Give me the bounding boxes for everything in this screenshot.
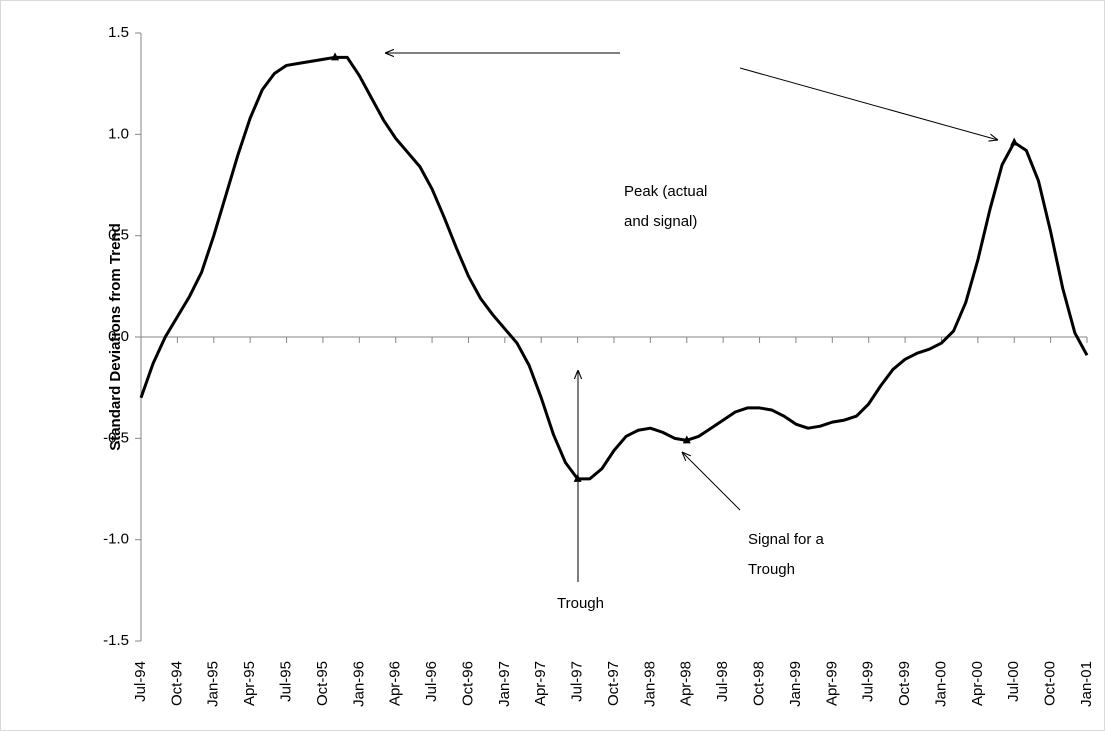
x-tick-label: Jan-01 xyxy=(1078,661,1095,707)
x-tick-label: Jan-96 xyxy=(350,661,367,707)
x-tick-label: Jul-00 xyxy=(1005,661,1022,702)
x-tick-label: Apr-00 xyxy=(969,661,986,706)
annotation-text: Trough xyxy=(748,561,795,578)
x-tick-label: Oct-94 xyxy=(168,661,185,706)
y-tick-label: -1.0 xyxy=(103,531,129,548)
x-tick-label: Jan-00 xyxy=(932,661,949,707)
y-tick-label: 1.0 xyxy=(108,125,129,142)
point-marker xyxy=(573,473,582,482)
annotation-text: Trough xyxy=(557,595,604,612)
x-tick-label: Jan-97 xyxy=(496,661,513,707)
x-tick-label: Apr-98 xyxy=(678,661,695,706)
x-tick-label: Apr-99 xyxy=(823,661,840,706)
x-tick-label: Jul-97 xyxy=(569,661,586,702)
annotation-text: and signal) xyxy=(624,213,697,230)
x-tick-label: Apr-97 xyxy=(532,661,549,706)
y-tick-label: 1.5 xyxy=(108,24,129,41)
annotation-arrow xyxy=(739,67,998,140)
x-tick-label: Jan-98 xyxy=(641,661,658,707)
x-tick-label: Jul-95 xyxy=(278,661,295,702)
x-tick-label: Jul-98 xyxy=(714,661,731,702)
x-tick-label: Oct-95 xyxy=(314,661,331,706)
x-tick-label: Jul-99 xyxy=(860,661,877,702)
annotation-arrow xyxy=(682,452,741,511)
point-marker xyxy=(682,435,691,444)
x-tick-label: Oct-98 xyxy=(751,661,768,706)
y-tick-label: 0.0 xyxy=(108,328,129,345)
x-tick-label: Jul-94 xyxy=(132,661,149,702)
x-tick-label: Apr-96 xyxy=(387,661,404,706)
annotation-text: Signal for a xyxy=(748,531,825,548)
point-marker xyxy=(1010,137,1019,146)
data-line xyxy=(139,55,1089,481)
x-tick-label: Oct-00 xyxy=(1042,661,1059,706)
point-marker xyxy=(331,52,340,61)
x-tick-label: Oct-96 xyxy=(459,661,476,706)
y-tick-label: -1.5 xyxy=(103,632,129,649)
annotation-text: Peak (actual xyxy=(624,183,707,200)
y-axis-label: Standard Deviations from Trend xyxy=(107,223,124,451)
x-tick-label: Apr-95 xyxy=(241,661,258,706)
x-tick-label: Oct-97 xyxy=(605,661,622,706)
y-tick-label: 0.5 xyxy=(108,227,129,244)
x-tick-label: Jan-99 xyxy=(787,661,804,707)
x-tick-label: Jan-95 xyxy=(205,661,222,707)
y-tick-label: -0.5 xyxy=(103,429,129,446)
x-tick-label: Jul-96 xyxy=(423,661,440,702)
x-tick-label: Oct-99 xyxy=(896,661,913,706)
